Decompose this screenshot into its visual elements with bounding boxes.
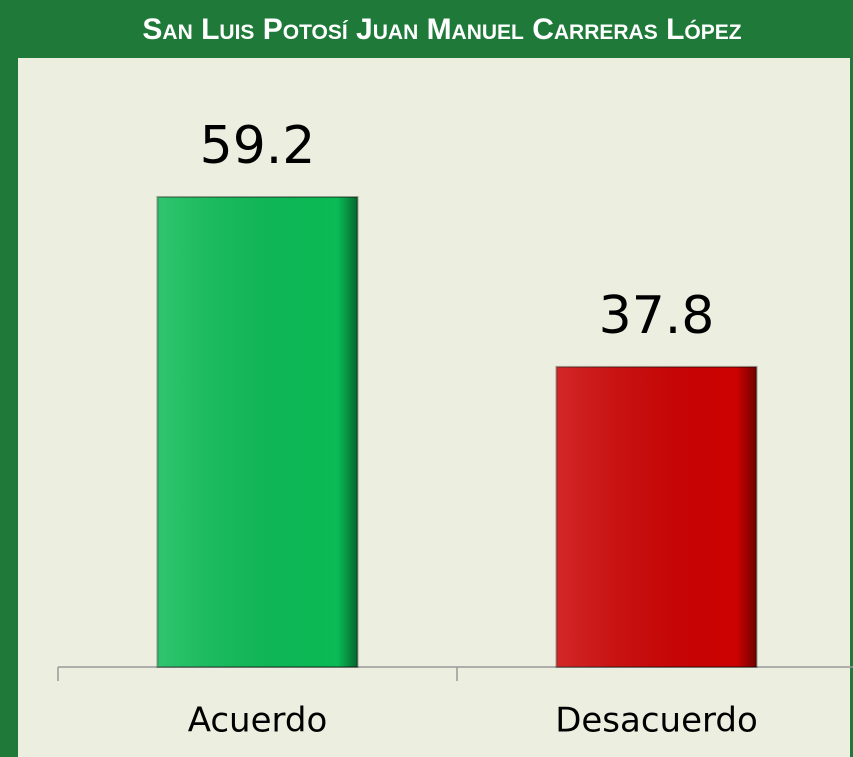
- value-label: 59.2: [200, 116, 316, 176]
- bar-shade: [556, 366, 757, 667]
- x-tick-label: Desacuerdo: [555, 701, 758, 741]
- bar-shade: [157, 197, 358, 667]
- value-label: 37.8: [599, 286, 715, 346]
- x-tick-label: Acuerdo: [188, 701, 328, 741]
- chart-title: San Luis Potosí Juan Manuel Carreras Lóp…: [142, 13, 741, 46]
